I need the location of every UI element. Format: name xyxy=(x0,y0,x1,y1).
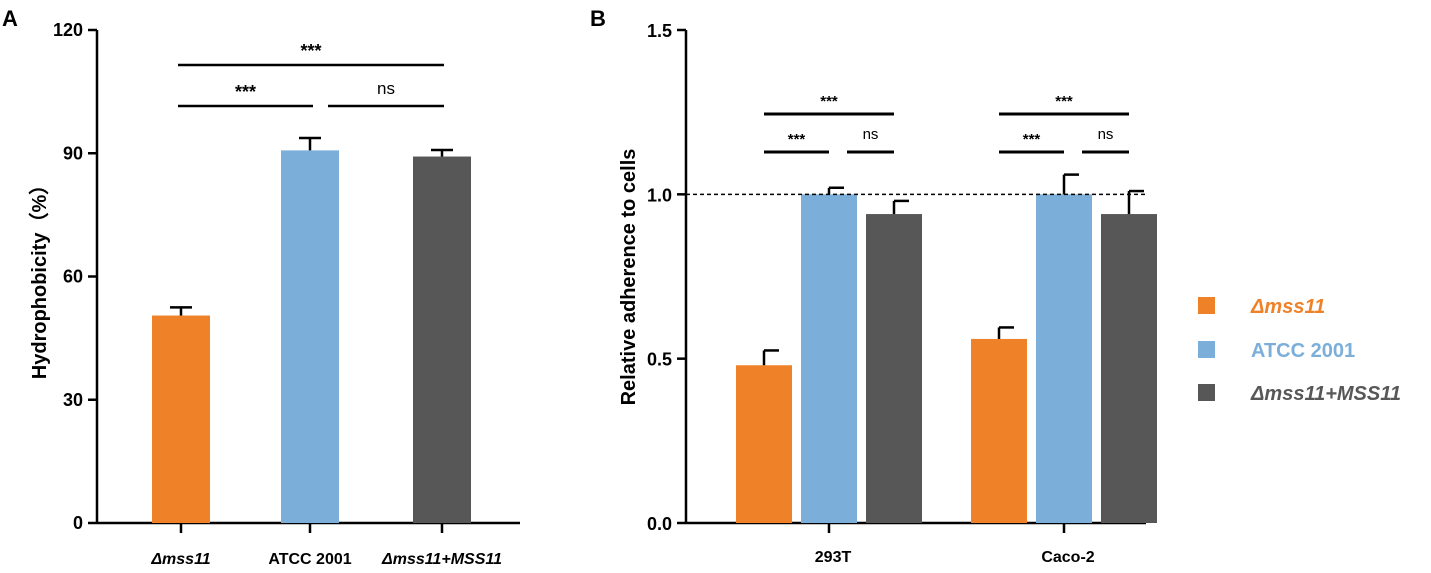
panel-a-y-tick-label: 0 xyxy=(73,513,83,533)
panel-a-y-tick-label: 30 xyxy=(63,390,83,410)
panel-a-letter: A xyxy=(2,6,18,31)
panel-b-letter: B xyxy=(590,6,606,31)
panel-a-significance-label: *** xyxy=(235,82,256,102)
panel-a-y-tick-label: 60 xyxy=(63,267,83,287)
panel-b-significance-label: *** xyxy=(788,131,806,148)
panel-b-category-label: Caco-2 xyxy=(1041,549,1094,566)
panel-a-category-label: Δmss11 xyxy=(150,551,210,568)
panel-b-chart: 0.0 0.5 1.0 1.5 293T Caco-2 *** *** ns *** *** ns xyxy=(647,21,1157,566)
legend: Δmss11 ATCC 2001 Δmss11+MSS11 xyxy=(1198,296,1401,405)
legend-label: ATCC 2001 xyxy=(1251,340,1355,362)
panel-b-bar xyxy=(736,365,792,523)
panel-a-y-tick-label: 120 xyxy=(53,20,83,40)
legend-swatch xyxy=(1198,384,1215,401)
legend-swatch xyxy=(1198,297,1215,314)
panel-b-significance-label: *** xyxy=(1055,93,1073,110)
legend-label: Δmss11+MSS11 xyxy=(1250,383,1401,405)
panel-b-y-tick-label: 1.5 xyxy=(647,21,672,41)
panel-b-y-axis-title: Relative adherence to cells xyxy=(618,149,640,406)
panel-a-chart: 0 30 60 90 120 Δmss11 ATCC 2001 Δmss11+MSS11 ***… xyxy=(53,20,520,568)
panel-a-bar xyxy=(413,156,471,523)
panel-a-category-label: ATCC 2001 xyxy=(268,551,351,568)
panel-a-bar xyxy=(281,150,339,524)
panel-b-significance-label: *** xyxy=(820,93,838,110)
panel-b-significance-label: ns xyxy=(863,126,879,143)
panel-a-significance-label: ns xyxy=(377,79,395,98)
legend-label: Δmss11 xyxy=(1250,296,1325,318)
panel-a-category-label: Δmss11+MSS11 xyxy=(381,551,502,568)
panel-b-y-tick-label: 0.5 xyxy=(647,350,672,370)
panel-b-bar xyxy=(1036,194,1092,524)
panel-b-bar xyxy=(866,214,922,523)
panel-a-y-tick-label: 90 xyxy=(63,143,83,163)
panel-b-category-label: 293T xyxy=(815,549,852,566)
panel-a-y-axis-title: Hydrophobicity（%） xyxy=(28,175,51,379)
legend-swatch xyxy=(1198,341,1215,358)
panel-a-bar xyxy=(152,315,210,523)
panel-b-y-tick-label: 1.0 xyxy=(647,185,672,205)
panel-b-significance-label: *** xyxy=(1023,131,1041,148)
panel-b-bar xyxy=(971,338,1027,523)
panel-b-significance-label: ns xyxy=(1098,126,1114,143)
panel-b-bar xyxy=(801,194,857,524)
panel-a-significance-label: *** xyxy=(300,41,321,61)
panel-b-bar xyxy=(1101,214,1157,523)
panel-b-y-tick-label: 0.0 xyxy=(647,514,672,534)
